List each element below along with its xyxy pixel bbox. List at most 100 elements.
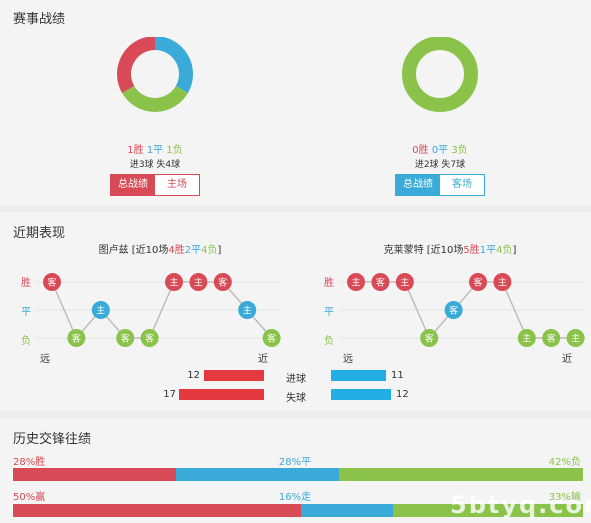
tab-away-record[interactable]: 客场 <box>440 175 484 195</box>
right-form-match-dot <box>347 273 365 291</box>
right-form-match-dot <box>371 273 390 291</box>
right-form-match-node[interactable]: 客 <box>371 273 390 291</box>
right-form-draws: 1平 <box>479 245 497 256</box>
left-donut-loss-slice <box>122 85 188 112</box>
left-donut-win-slice <box>117 37 156 93</box>
left-form-losses: 4负 <box>201 245 218 256</box>
left-form-match-dot <box>213 273 232 291</box>
right-form-venue-label: 客 <box>473 277 482 289</box>
h2h-result-draw-segment <box>175 468 339 481</box>
left-form-match-node[interactable]: 主 <box>238 301 257 319</box>
left-form-venue-label: 客 <box>145 333 154 345</box>
h2h-handicap-loss-segment <box>392 504 583 517</box>
right-goals-value: 11 <box>391 370 404 381</box>
left-form-venue-label: 主 <box>96 305 105 317</box>
right-axis-far: 远 <box>343 354 353 365</box>
h2h-handicap-loss-pct: 33%输 <box>548 492 581 503</box>
left-form-match-node[interactable]: 客 <box>262 329 281 347</box>
right-form-match-node[interactable]: 主 <box>493 273 512 291</box>
conceded-label: 失球 <box>286 393 306 404</box>
left-axis-draw: 平 <box>21 307 31 318</box>
record-section: 赛事战绩 1胜 1平 1负 进3球 失4球 总战绩 主场 0胜 0平 3负 进2… <box>0 0 591 205</box>
tab-overall-record-right[interactable]: 总战绩 <box>396 175 440 195</box>
right-form-match-dot <box>542 329 561 347</box>
watermark-logo: 5btyq.com <box>450 491 591 519</box>
left-axis-win: 胜 <box>21 278 31 289</box>
right-form-match-node[interactable]: 客 <box>542 329 561 347</box>
right-record-counts: 0胜 0平 3负 <box>380 141 500 156</box>
goals-label: 进球 <box>286 374 306 385</box>
left-form-match-dot <box>262 329 281 347</box>
h2h-result-loss-segment <box>338 468 583 481</box>
left-form-prefix: [近10场 <box>128 245 169 256</box>
left-conceded-value: 17 <box>163 389 176 400</box>
right-conceded-bar <box>331 389 391 400</box>
left-axis-loss: 负 <box>21 336 31 347</box>
right-form-match-dot <box>469 273 487 291</box>
head-to-head-title: 历史交锋往绩 <box>13 432 92 447</box>
right-form-match-node[interactable]: 客 <box>444 301 463 319</box>
h2h-handicap-win-pct: 50%赢 <box>13 492 46 503</box>
h2h-handicap-bar <box>13 504 583 517</box>
right-record-tabs: 总战绩 客场 <box>395 174 485 196</box>
left-record-tabs: 总战绩 主场 <box>110 174 200 196</box>
right-form-match-node[interactable]: 主 <box>517 329 536 347</box>
right-form-match-dot <box>444 301 463 319</box>
left-form-match-node[interactable]: 主 <box>91 301 110 319</box>
right-axis-near: 近 <box>562 354 572 365</box>
left-form-match-node[interactable]: 客 <box>43 273 61 291</box>
left-form-venue-label: 客 <box>218 277 227 289</box>
left-form-venue-label: 主 <box>169 277 178 289</box>
right-form-venue-label: 主 <box>522 333 531 345</box>
left-form-suffix: ] <box>217 245 222 256</box>
left-form-chart: 客客主客 客主主客主客 <box>36 273 282 347</box>
left-loss-count: 1负 <box>166 145 183 156</box>
tab-home-record[interactable]: 主场 <box>155 175 199 195</box>
h2h-handicap-draw-segment <box>300 504 393 517</box>
left-form-venue-label: 主 <box>243 305 252 317</box>
left-form-match-node[interactable]: 主 <box>189 273 208 291</box>
right-draw-count: 0平 <box>431 145 449 156</box>
right-form-match-node[interactable]: 客 <box>420 329 439 347</box>
left-form-match-dot <box>43 273 61 291</box>
right-form-trend-line <box>356 281 576 340</box>
tab-overall-record[interactable]: 总战绩 <box>111 175 155 195</box>
record-title: 赛事战绩 <box>13 12 66 27</box>
left-form-match-node[interactable]: 主 <box>165 273 183 291</box>
right-loss-count: 3负 <box>451 145 468 156</box>
right-form-match-node[interactable]: 主 <box>395 273 414 291</box>
left-form-trend-line <box>51 281 273 340</box>
right-form-match-dot <box>395 273 414 291</box>
right-form-match-node[interactable]: 主 <box>566 329 585 347</box>
left-record-donut <box>117 37 193 112</box>
right-team-form-header: 克莱蒙特 [近10场5胜1平4负] <box>330 241 570 256</box>
h2h-handicap-win-segment <box>13 504 301 517</box>
left-form-match-node[interactable]: 客 <box>67 329 86 347</box>
h2h-draw-pct: 28%平 <box>278 457 312 468</box>
left-form-match-dot <box>140 329 159 347</box>
left-form-match-node[interactable]: 客 <box>116 329 135 347</box>
right-form-venue-label: 主 <box>400 277 409 289</box>
left-axis-near: 近 <box>258 354 268 365</box>
right-form-venue-label: 客 <box>425 333 434 345</box>
right-form-match-dot <box>517 329 536 347</box>
h2h-loss-pct: 42%负 <box>548 457 581 468</box>
left-win-count: 1胜 <box>127 145 144 156</box>
left-form-match-node[interactable]: 客 <box>213 273 232 291</box>
right-axis-draw: 平 <box>324 307 334 318</box>
left-form-match-dot <box>67 329 86 347</box>
left-draw-count: 1平 <box>146 145 164 156</box>
right-form-match-node[interactable]: 主 <box>347 273 365 291</box>
right-form-venue-label: 主 <box>571 333 580 345</box>
left-form-match-node[interactable]: 客 <box>140 329 159 347</box>
right-team-name: 克莱蒙特 <box>383 245 424 256</box>
right-form-losses: 4负 <box>496 245 513 256</box>
left-goals-value: 12 <box>187 370 200 381</box>
left-goals-bar <box>204 370 264 381</box>
right-conceded-value: 12 <box>396 389 409 400</box>
right-form-match-node[interactable]: 客 <box>469 273 487 291</box>
left-form-venue-label: 主 <box>194 277 203 289</box>
right-form-wins: 5胜 <box>463 245 480 256</box>
h2h-result-bar <box>13 468 583 481</box>
right-form-match-dot <box>420 329 439 347</box>
